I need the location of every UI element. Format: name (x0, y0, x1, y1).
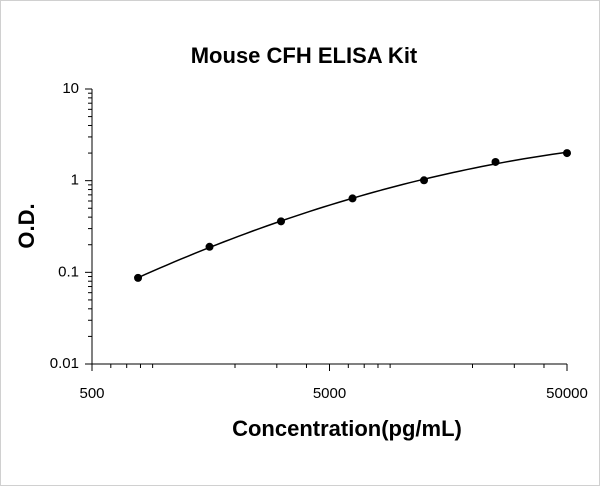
data-point (134, 273, 143, 282)
data-point (491, 157, 500, 166)
y-axis-title: O.D. (14, 203, 39, 248)
x-tick-label: 50000 (546, 385, 588, 402)
x-tick-label: 5000 (313, 385, 346, 402)
x-axis-title: Concentration(pg/mL) (232, 416, 462, 441)
data-point (420, 176, 429, 185)
chart-title: Mouse CFH ELISA Kit (191, 43, 418, 68)
data-point (348, 194, 357, 203)
y-tick-label: 0.1 (58, 263, 79, 280)
x-tick-label: 500 (79, 385, 104, 402)
data-point (277, 217, 286, 226)
data-point (563, 149, 571, 158)
data-point (205, 242, 214, 251)
y-tick-label: 10 (62, 80, 79, 97)
y-tick-label: 1 (71, 172, 79, 189)
y-tick-label: 0.01 (50, 355, 79, 372)
